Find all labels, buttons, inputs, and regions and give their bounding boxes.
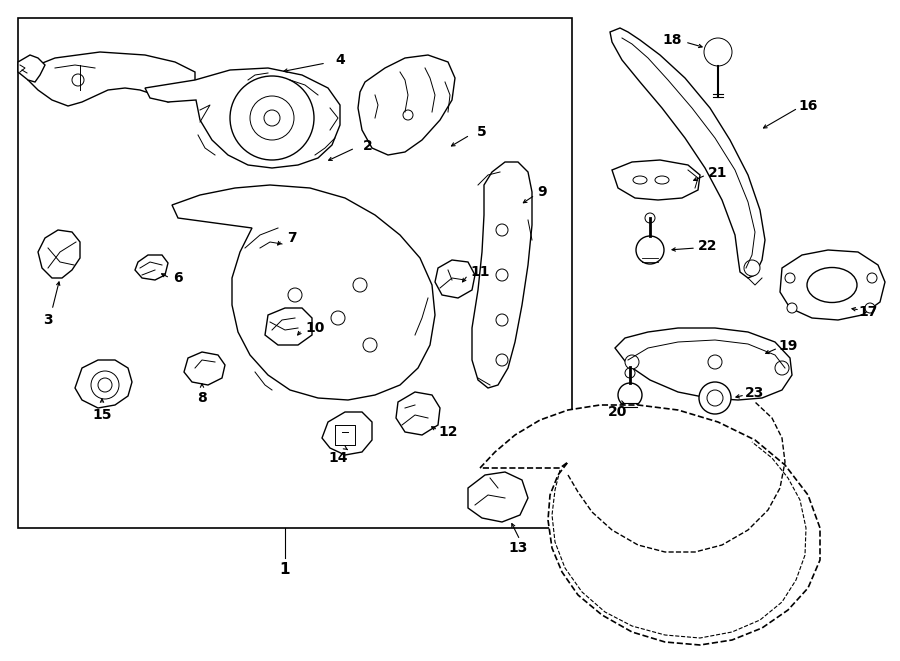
Polygon shape — [18, 55, 45, 82]
Text: 15: 15 — [92, 408, 112, 422]
Polygon shape — [172, 185, 435, 400]
Polygon shape — [615, 328, 792, 400]
Text: 22: 22 — [698, 239, 718, 253]
Circle shape — [744, 260, 760, 276]
Text: 13: 13 — [508, 541, 527, 555]
Circle shape — [91, 371, 119, 399]
Polygon shape — [75, 360, 132, 408]
Circle shape — [72, 74, 84, 86]
Circle shape — [403, 110, 413, 120]
Bar — [18, 18, 572, 528]
Polygon shape — [480, 405, 820, 645]
Text: 6: 6 — [173, 271, 183, 285]
Text: 23: 23 — [745, 386, 765, 400]
Text: 11: 11 — [470, 265, 490, 279]
Circle shape — [98, 378, 112, 392]
Text: 3: 3 — [43, 313, 53, 327]
Polygon shape — [358, 55, 455, 155]
Circle shape — [785, 273, 795, 283]
Text: 17: 17 — [859, 305, 877, 319]
Polygon shape — [435, 260, 475, 298]
Ellipse shape — [807, 268, 857, 303]
Circle shape — [250, 96, 294, 140]
Circle shape — [353, 278, 367, 292]
Polygon shape — [145, 68, 340, 168]
Text: 2: 2 — [363, 139, 373, 153]
Circle shape — [363, 338, 377, 352]
Circle shape — [625, 355, 639, 369]
Polygon shape — [468, 472, 528, 522]
Text: 10: 10 — [305, 321, 325, 335]
Polygon shape — [38, 230, 80, 278]
Circle shape — [867, 273, 877, 283]
Polygon shape — [396, 392, 440, 435]
Circle shape — [704, 38, 732, 66]
Circle shape — [496, 314, 508, 326]
Text: 1: 1 — [280, 563, 290, 578]
Text: 14: 14 — [328, 451, 347, 465]
Circle shape — [708, 355, 722, 369]
Ellipse shape — [655, 176, 669, 184]
Polygon shape — [612, 160, 700, 200]
Text: 4: 4 — [335, 53, 345, 67]
Circle shape — [618, 383, 642, 407]
Text: 18: 18 — [662, 33, 682, 47]
Ellipse shape — [633, 176, 647, 184]
Polygon shape — [184, 352, 225, 385]
Circle shape — [230, 76, 314, 160]
Text: 19: 19 — [778, 339, 797, 353]
Polygon shape — [780, 250, 885, 320]
Polygon shape — [708, 41, 727, 63]
Circle shape — [787, 303, 797, 313]
Circle shape — [496, 269, 508, 281]
Circle shape — [699, 382, 731, 414]
Circle shape — [331, 311, 345, 325]
Circle shape — [707, 390, 723, 406]
Text: 8: 8 — [197, 391, 207, 405]
Text: 21: 21 — [708, 166, 728, 180]
Polygon shape — [472, 162, 532, 388]
Circle shape — [865, 303, 875, 313]
Polygon shape — [135, 255, 168, 280]
Circle shape — [645, 213, 655, 223]
Circle shape — [264, 110, 280, 126]
Polygon shape — [265, 308, 312, 345]
Text: 16: 16 — [798, 99, 818, 113]
Polygon shape — [610, 28, 765, 278]
Polygon shape — [28, 52, 195, 106]
Text: 5: 5 — [477, 125, 487, 139]
Polygon shape — [322, 412, 372, 455]
Circle shape — [625, 368, 635, 378]
Text: 20: 20 — [608, 405, 627, 419]
Circle shape — [775, 361, 789, 375]
Polygon shape — [254, 232, 290, 258]
Circle shape — [496, 224, 508, 236]
Circle shape — [288, 288, 302, 302]
Text: 12: 12 — [438, 425, 458, 439]
Text: 7: 7 — [287, 231, 297, 245]
Text: 9: 9 — [537, 185, 547, 199]
Circle shape — [636, 236, 664, 264]
Circle shape — [496, 354, 508, 366]
